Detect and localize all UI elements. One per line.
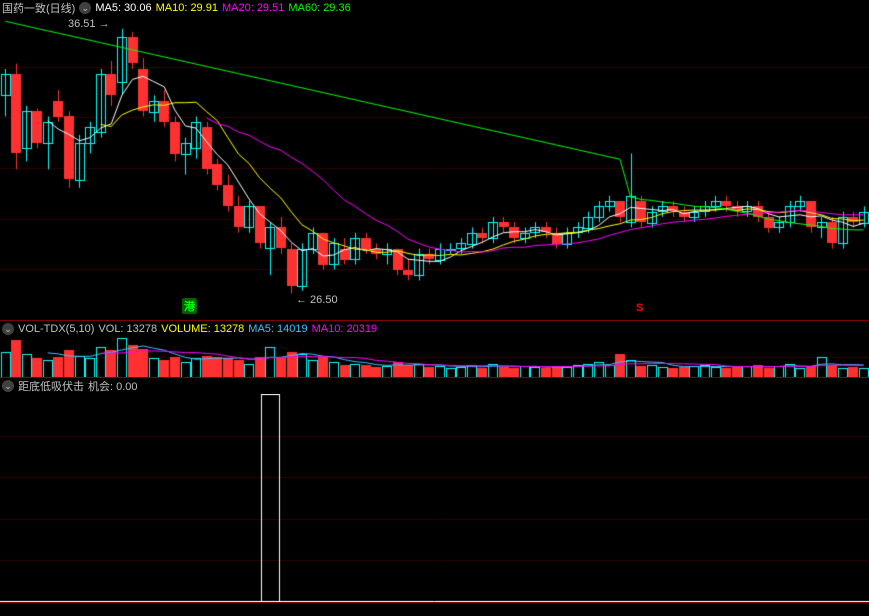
vol-label: VOL: 13278: [98, 323, 157, 335]
indicator-value: 机会: 0.00: [88, 378, 138, 394]
vol-ma10-label: MA10: 20319: [312, 323, 377, 335]
volume-canvas[interactable]: [0, 337, 869, 377]
stock-title: 国药一致(日线): [2, 0, 75, 16]
ma20-label: MA20: 29.51: [222, 2, 284, 14]
indicator-chart-panel[interactable]: ⌄ 距底低吸伏击 机会: 0.00: [0, 378, 869, 603]
price-chart-panel[interactable]: 国药一致(日线) ⌄ MA5: 30.06 MA10: 29.91 MA20: …: [0, 0, 869, 321]
ma5-label: MA5: 30.06: [95, 2, 151, 14]
vol-ma5-label: MA5: 14019: [248, 323, 307, 335]
indicator-header: ⌄ 距底低吸伏击 机会: 0.00: [0, 378, 869, 394]
indicator-title: 距底低吸伏击: [18, 378, 84, 394]
volume-header: ⌄ VOL-TDX(5,10) VOL: 13278 VOLUME: 13278…: [0, 321, 869, 337]
price-header: 国药一致(日线) ⌄ MA5: 30.06 MA10: 29.91 MA20: …: [0, 0, 869, 16]
ma60-label: MA60: 29.36: [288, 2, 350, 14]
dropdown-icon[interactable]: ⌄: [79, 2, 91, 14]
settings-icon[interactable]: ⌄: [2, 380, 14, 392]
volume-label: VOLUME: 13278: [161, 323, 244, 335]
ma10-label: MA10: 29.91: [156, 2, 218, 14]
indicator-canvas[interactable]: [0, 394, 869, 602]
candlestick-canvas[interactable]: [0, 16, 869, 320]
settings-icon[interactable]: ⌄: [2, 323, 14, 335]
vol-title: VOL-TDX(5,10): [18, 323, 94, 335]
volume-chart-panel[interactable]: ⌄ VOL-TDX(5,10) VOL: 13278 VOLUME: 13278…: [0, 321, 869, 378]
